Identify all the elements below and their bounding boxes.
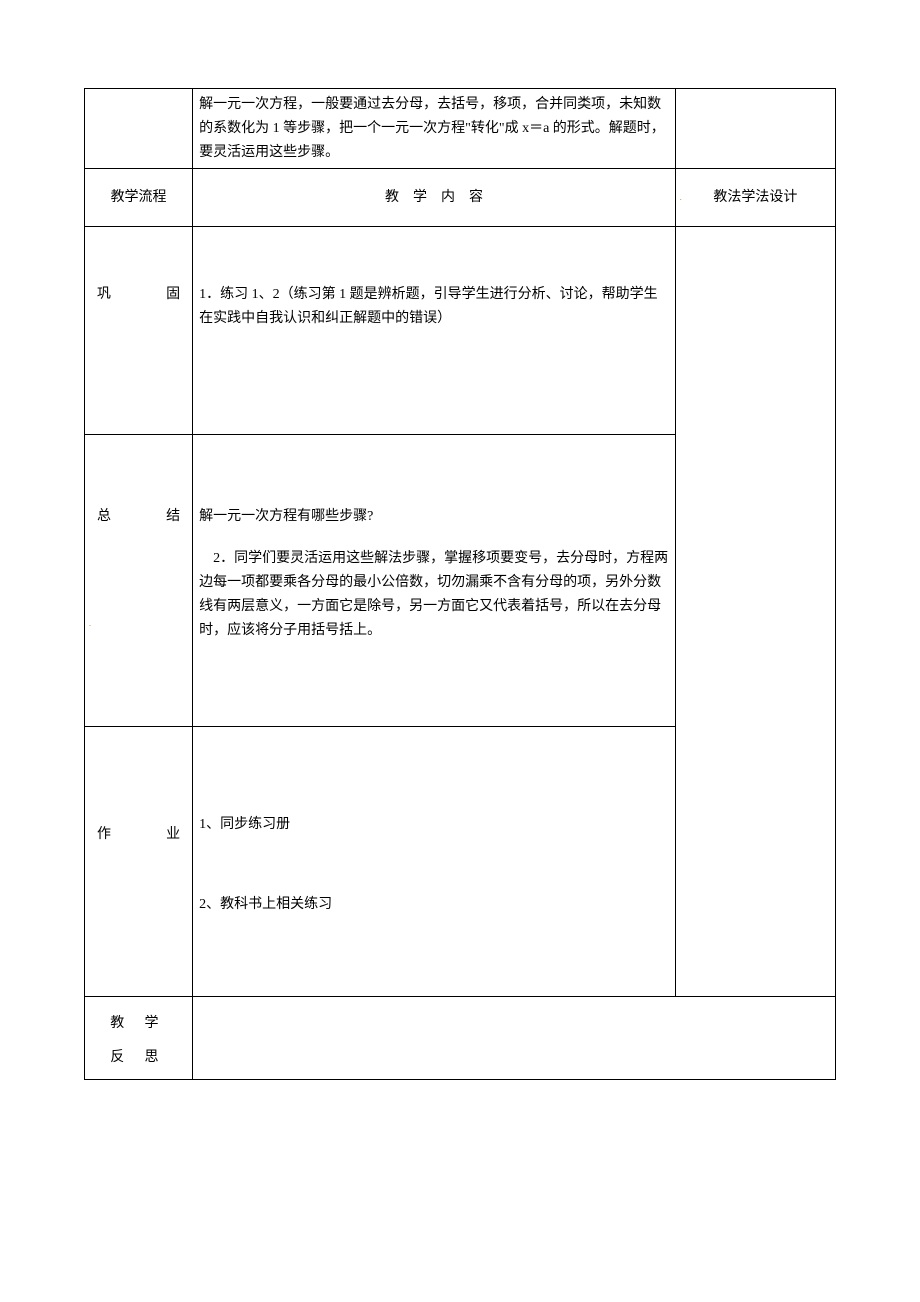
spacer bbox=[199, 529, 669, 547]
table-row: 教学流程 教 学 内 容 . 教法学法设计 bbox=[85, 169, 836, 227]
cell-reflection-content bbox=[193, 997, 836, 1079]
header-col2: 教 学 内 容 bbox=[193, 169, 676, 227]
summary-label-b: 结 bbox=[166, 505, 180, 529]
dot-mark-icon: . bbox=[89, 617, 91, 631]
page: 解一元一次方程，一般要通过去分母，去括号，移项，合并同类项，未知数的系数化为 1… bbox=[0, 0, 920, 1302]
summary-label: 总 结 bbox=[91, 505, 186, 529]
cell-empty bbox=[85, 89, 193, 169]
header-col2-text: 教 学 内 容 bbox=[385, 190, 483, 205]
homework-label-a: 作 bbox=[97, 823, 111, 847]
lesson-plan-table: 解一元一次方程，一般要通过去分母，去括号，移项，合并同类项，未知数的系数化为 1… bbox=[84, 88, 836, 1080]
reflection-line1: 教 学 bbox=[91, 1007, 186, 1041]
cell-reflection-label: 教 学 反 思 bbox=[85, 997, 193, 1079]
reflection-line2: 反 思 bbox=[91, 1041, 186, 1075]
consolidate-label-a: 巩 bbox=[97, 283, 111, 307]
consolidate-text: 1．练习 1、2（练习第 1 题是辨析题，引导学生进行分析、讨论，帮助学生在实践… bbox=[199, 287, 658, 326]
consolidate-label: 巩 固 bbox=[91, 283, 186, 307]
cell-intro: 解一元一次方程，一般要通过去分母，去括号，移项，合并同类项，未知数的系数化为 1… bbox=[193, 89, 676, 169]
cell-summary-content: 解一元一次方程有哪些步骤? 2．同学们要灵活运用这些解法步骤，掌握移项要变号，去… bbox=[193, 435, 676, 727]
header-col3-text: 教法学法设计 bbox=[713, 190, 797, 205]
cell-homework-label: 作 业 bbox=[85, 727, 193, 997]
homework-item1: 1、同步练习册 bbox=[199, 813, 669, 837]
cell-right-merged bbox=[675, 227, 835, 997]
homework-label: 作 业 bbox=[91, 823, 186, 847]
cell-homework-content: 1、同步练习册 2、教科书上相关练习 bbox=[193, 727, 676, 997]
cell-summary-label: 总 结 . bbox=[85, 435, 193, 727]
spacer bbox=[199, 837, 669, 893]
table-row: 教 学 反 思 bbox=[85, 997, 836, 1079]
table-row: 巩 固 1．练习 1、2（练习第 1 题是辨析题，引导学生进行分析、讨论，帮助学… bbox=[85, 227, 836, 435]
reflection-label: 教 学 反 思 bbox=[91, 1001, 186, 1074]
homework-label-b: 业 bbox=[166, 823, 180, 847]
summary-line1: 解一元一次方程有哪些步骤? bbox=[199, 505, 669, 529]
cell-empty bbox=[675, 89, 835, 169]
header-col3: . 教法学法设计 bbox=[675, 169, 835, 227]
homework-item2: 2、教科书上相关练习 bbox=[199, 893, 669, 917]
cell-consolidate-label: 巩 固 bbox=[85, 227, 193, 435]
table-row: 解一元一次方程，一般要通过去分母，去括号，移项，合并同类项，未知数的系数化为 1… bbox=[85, 89, 836, 169]
summary-line2: 2．同学们要灵活运用这些解法步骤，掌握移项要变号，去分母时，方程两边每一项都要乘… bbox=[199, 547, 669, 642]
cell-consolidate-content: 1．练习 1、2（练习第 1 题是辨析题，引导学生进行分析、讨论，帮助学生在实践… bbox=[193, 227, 676, 435]
dot-mark-icon: . bbox=[680, 191, 682, 205]
header-col1-text: 教学流程 bbox=[111, 190, 167, 205]
consolidate-label-b: 固 bbox=[166, 283, 180, 307]
header-col1: 教学流程 bbox=[85, 169, 193, 227]
summary-label-a: 总 bbox=[97, 505, 111, 529]
intro-text: 解一元一次方程，一般要通过去分母，去括号，移项，合并同类项，未知数的系数化为 1… bbox=[199, 97, 665, 160]
